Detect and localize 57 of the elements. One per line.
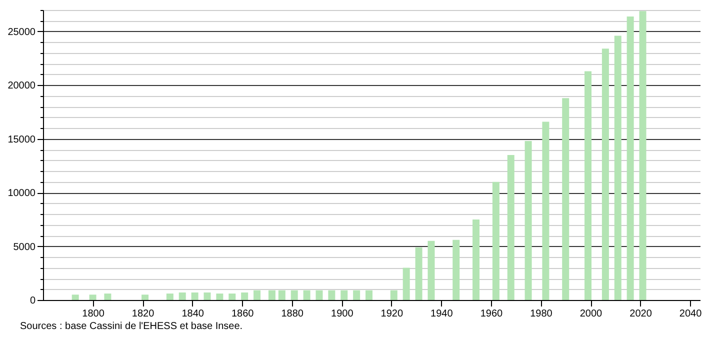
bar bbox=[626, 16, 634, 300]
x-tick-label: 1880 bbox=[281, 308, 304, 320]
x-tick-label: 1800 bbox=[82, 308, 105, 320]
x-tick-label: 1860 bbox=[231, 308, 254, 320]
bar bbox=[524, 141, 532, 300]
bar bbox=[492, 182, 500, 300]
bar bbox=[452, 240, 460, 300]
x-tick-label: 1900 bbox=[331, 308, 354, 320]
bar bbox=[216, 294, 224, 300]
bar bbox=[366, 290, 373, 300]
bar bbox=[402, 268, 410, 300]
bar bbox=[602, 48, 609, 300]
source-note: Sources : base Cassini de l'EHESS et base Insee. bbox=[20, 321, 243, 332]
bar bbox=[204, 292, 211, 300]
bar bbox=[614, 36, 622, 300]
x-tick-label: 2020 bbox=[630, 308, 652, 320]
bar bbox=[353, 290, 360, 300]
bar bbox=[142, 294, 149, 300]
bar bbox=[562, 98, 570, 300]
bar bbox=[89, 294, 96, 300]
y-tick-label: 10000 bbox=[8, 188, 36, 200]
bar bbox=[104, 294, 112, 300]
bar bbox=[166, 294, 174, 300]
bar bbox=[428, 240, 435, 300]
bar bbox=[254, 290, 261, 300]
bar bbox=[290, 290, 298, 300]
y-tick-label: 20000 bbox=[8, 80, 36, 92]
bar bbox=[178, 292, 186, 300]
x-tick-label: 1940 bbox=[430, 308, 454, 320]
bar bbox=[328, 290, 336, 300]
bar bbox=[507, 155, 514, 300]
y-tick-label: 5000 bbox=[13, 242, 36, 253]
x-tick-label: 2040 bbox=[679, 308, 702, 320]
x-tick-label: 2000 bbox=[580, 308, 603, 320]
bar bbox=[340, 290, 348, 300]
bar bbox=[390, 290, 398, 300]
x-tick-label: 1820 bbox=[132, 308, 155, 320]
x-tick-label: 1980 bbox=[530, 308, 553, 320]
x-tick-label: 1920 bbox=[380, 308, 404, 320]
bar bbox=[542, 122, 550, 300]
bar bbox=[241, 292, 248, 300]
bar bbox=[415, 247, 422, 300]
y-tick-label: 15000 bbox=[8, 134, 36, 146]
bar bbox=[584, 71, 592, 300]
y-tick-label: 25000 bbox=[8, 26, 36, 38]
x-tick-label: 1840 bbox=[182, 308, 204, 320]
bar bbox=[639, 11, 646, 300]
bar bbox=[316, 290, 323, 300]
bar bbox=[72, 294, 79, 300]
x-tick-label: 1960 bbox=[480, 308, 504, 320]
bar bbox=[191, 292, 198, 300]
y-tick-label: 0 bbox=[30, 296, 36, 306]
bar bbox=[278, 290, 286, 300]
bar bbox=[228, 294, 236, 300]
bar bbox=[268, 290, 276, 300]
bar bbox=[472, 219, 480, 300]
bar bbox=[303, 290, 310, 300]
